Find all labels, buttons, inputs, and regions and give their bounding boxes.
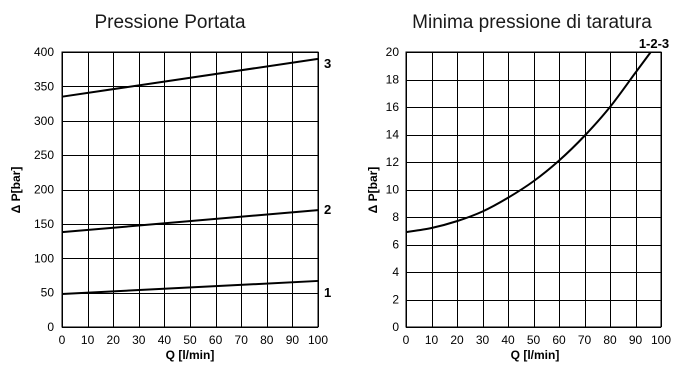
x-tick-label: 40 bbox=[501, 333, 515, 347]
x-axis-label: Q [l/min] bbox=[166, 348, 215, 362]
x-tick-label: 0 bbox=[59, 333, 66, 347]
x-tick-label: 50 bbox=[183, 333, 197, 347]
y-tick-label: 8 bbox=[392, 210, 399, 224]
y-tick-label: 16 bbox=[386, 100, 400, 114]
grid-lines bbox=[62, 52, 319, 328]
y-tick-label: 150 bbox=[34, 217, 54, 231]
y-tick-label: 12 bbox=[386, 155, 400, 169]
y-tick-label: 14 bbox=[386, 128, 400, 142]
x-tick-label: 60 bbox=[209, 333, 223, 347]
y-tick-label: 400 bbox=[34, 45, 54, 59]
y-tick-label: 200 bbox=[34, 183, 54, 197]
y-tick-label: 250 bbox=[34, 148, 54, 162]
y-tick-label: 0 bbox=[47, 320, 54, 334]
x-tick-label: 90 bbox=[286, 333, 300, 347]
grid-lines bbox=[406, 52, 662, 328]
x-tick-label: 50 bbox=[527, 333, 541, 347]
x-tick-label: 60 bbox=[552, 333, 566, 347]
y-tick-label: 6 bbox=[392, 238, 399, 252]
x-tick-label: 40 bbox=[158, 333, 172, 347]
x-tick-label: 70 bbox=[578, 333, 592, 347]
series-label-1: 1 bbox=[324, 285, 331, 300]
x-tick-label: 90 bbox=[629, 333, 643, 347]
chart-title: Pressione Portata bbox=[94, 12, 245, 33]
y-tick-label: 2 bbox=[392, 293, 399, 307]
x-tick-label: 20 bbox=[107, 333, 121, 347]
y-tick-labels: 0 50 100 150 200 250 300 350 400 bbox=[34, 45, 54, 334]
series-label-3: 3 bbox=[324, 56, 331, 71]
series-label-1-2-3: 1-2-3 bbox=[639, 36, 669, 51]
y-axis-label: Δ P[bar] bbox=[366, 167, 380, 214]
series-line-1 bbox=[61, 279, 319, 295]
y-tick-label: 20 bbox=[386, 45, 400, 59]
y-tick-label: 100 bbox=[34, 251, 54, 265]
series-line-2 bbox=[61, 209, 319, 234]
y-tick-label: 10 bbox=[386, 183, 400, 197]
x-tick-labels: 0 10 20 30 40 50 60 70 80 90 100 bbox=[59, 333, 329, 347]
series-line-3 bbox=[61, 57, 319, 98]
y-tick-label: 18 bbox=[386, 73, 400, 87]
series-label-2: 2 bbox=[324, 202, 331, 217]
y-tick-labels: 0 2 4 6 8 10 12 14 16 18 20 bbox=[386, 45, 400, 334]
x-tick-label: 0 bbox=[403, 333, 410, 347]
plot-frame bbox=[405, 51, 662, 328]
x-tick-labels: 0 10 20 30 40 50 60 70 80 90 100 bbox=[403, 333, 672, 347]
x-tick-label: 10 bbox=[425, 333, 439, 347]
x-tick-label: 80 bbox=[260, 333, 274, 347]
plot-frame bbox=[61, 51, 319, 328]
x-tick-label: 10 bbox=[81, 333, 95, 347]
y-tick-label: 300 bbox=[34, 114, 54, 128]
x-tick-label: 100 bbox=[651, 333, 671, 347]
x-tick-label: 80 bbox=[603, 333, 617, 347]
x-tick-label: 70 bbox=[235, 333, 249, 347]
chart-title: Minima pressione di taratura bbox=[412, 12, 652, 33]
y-tick-label: 350 bbox=[34, 79, 54, 93]
series-line-1-2-3 bbox=[405, 51, 652, 234]
x-tick-label: 20 bbox=[450, 333, 464, 347]
y-axis-label: Δ P[bar] bbox=[9, 167, 23, 214]
x-axis-label: Q [l/min] bbox=[511, 348, 560, 362]
x-tick-label: 100 bbox=[308, 333, 328, 347]
x-tick-label: 30 bbox=[476, 333, 490, 347]
y-tick-label: 50 bbox=[41, 286, 55, 300]
y-tick-label: 4 bbox=[392, 265, 399, 279]
x-tick-label: 30 bbox=[132, 333, 146, 347]
y-tick-label: 0 bbox=[392, 320, 399, 334]
